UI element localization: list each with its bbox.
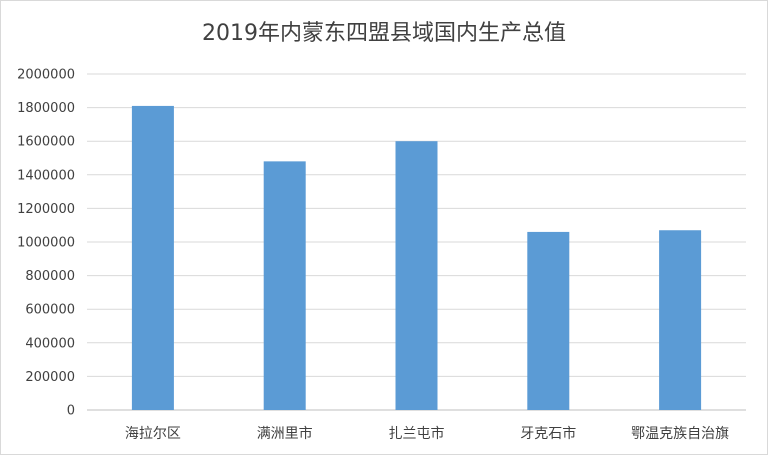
y-tick-label: 200000 (25, 370, 75, 385)
bar (527, 231, 570, 410)
x-axis-labels: 海拉尔区 满洲里市 扎兰屯市 牙克石市 鄂温克族自治旗 (125, 425, 729, 442)
bar (263, 161, 306, 410)
chart-title: 2019年内蒙东四盟县域国内生产总值 (202, 21, 566, 46)
y-tick-label: 1400000 (17, 168, 75, 183)
bar (395, 141, 438, 410)
x-category-label: 海拉尔区 (125, 426, 181, 442)
x-category-label: 满洲里市 (257, 425, 313, 442)
x-category-label: 鄂温克族自治旗 (631, 426, 729, 442)
bar (659, 230, 702, 410)
y-tick-label: 800000 (25, 269, 75, 284)
x-category-label: 扎兰屯市 (389, 425, 445, 442)
y-tick-label: 1800000 (17, 101, 75, 116)
y-tick-label: 0 (67, 404, 75, 419)
y-tick-label: 1600000 (17, 135, 75, 150)
y-tick-label: 600000 (25, 303, 75, 318)
y-axis-ticks: 0 200000 400000 600000 800000 1000000 1200000 1… (17, 68, 75, 419)
y-tick-label: 400000 (25, 336, 75, 351)
y-tick-label: 2000000 (17, 68, 75, 83)
bars (131, 105, 702, 411)
y-tick-label: 1200000 (17, 202, 75, 217)
bar (131, 105, 174, 411)
x-category-label: 牙克石市 (520, 425, 576, 442)
y-tick-label: 1000000 (17, 236, 75, 251)
